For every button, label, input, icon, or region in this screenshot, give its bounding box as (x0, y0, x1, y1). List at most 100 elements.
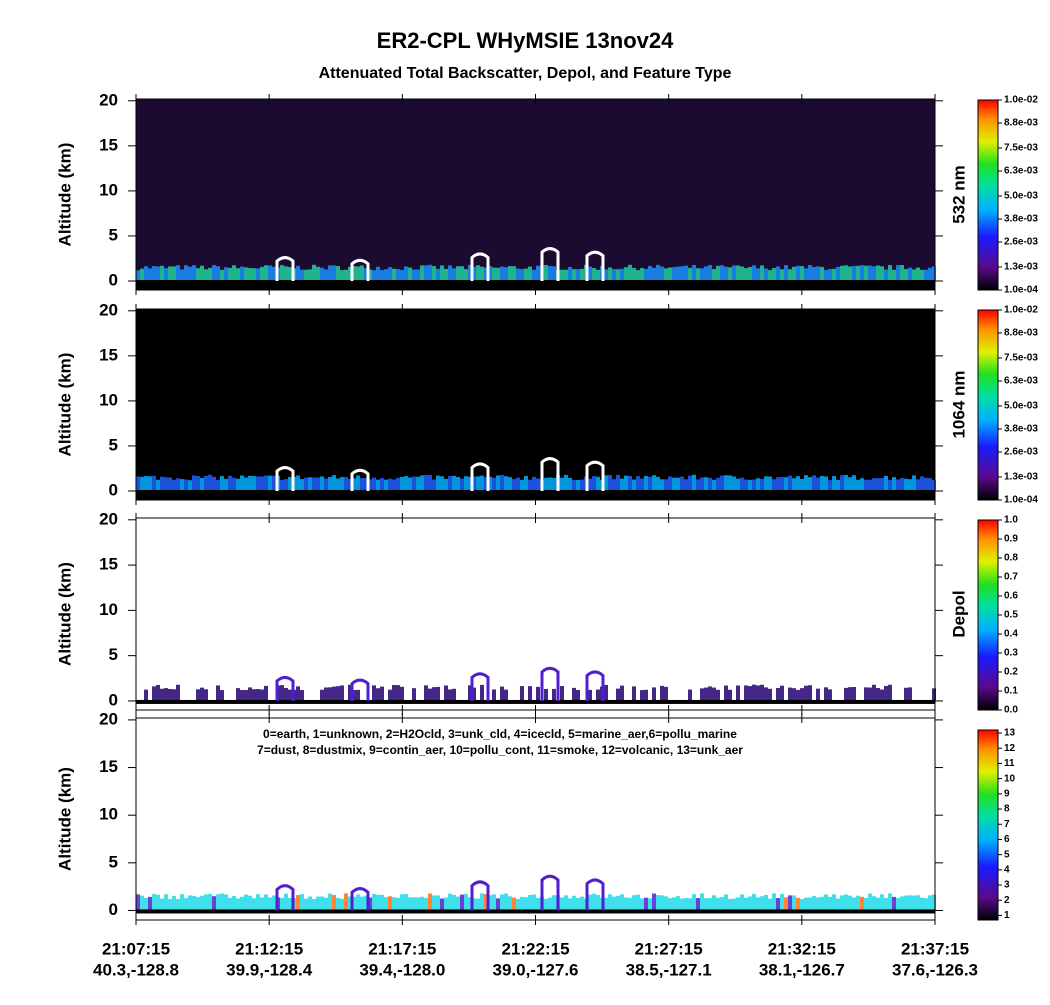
curtain-pixel (796, 265, 800, 281)
curtain-pixel (900, 896, 904, 911)
curtain-pixel (380, 686, 384, 701)
curtain-pixel (680, 898, 684, 911)
curtain-pixel (864, 479, 868, 491)
curtain-pixel (224, 478, 228, 491)
curtain-pixel (428, 264, 432, 281)
curtain-pixel (496, 898, 500, 911)
curtain-pixel (176, 684, 180, 701)
curtain-pixel (868, 479, 872, 491)
curtain-pixel (920, 897, 924, 911)
curtain-pixel (716, 689, 720, 701)
curtain-pixel (420, 265, 424, 281)
curtain-pixel (696, 268, 700, 281)
curtain-pixel (924, 689, 928, 701)
curtain-pixel (792, 266, 796, 281)
colorbar-tick-label: 0.7 (1004, 572, 1018, 583)
curtain-pixel (264, 894, 268, 911)
curtain-pixel (732, 476, 736, 491)
curtain-pixel (784, 684, 788, 701)
curtain-pixel (452, 894, 456, 911)
curtain-pixel (136, 686, 140, 701)
curtain-pixel (472, 687, 476, 701)
cloud (350, 887, 370, 911)
curtain-pixel (576, 269, 580, 281)
curtain-pixel (832, 687, 836, 701)
curtain-pixel (400, 894, 404, 911)
curtain-pixel (800, 266, 804, 281)
curtain-pixel (756, 478, 760, 491)
x-tick-label: 21:07:15 (102, 939, 170, 958)
curtain-pixel (516, 898, 520, 911)
curtain-pixel (568, 898, 572, 911)
colorbar-tick-label: 2 (1004, 895, 1010, 906)
curtain-pixel (284, 479, 288, 491)
curtain-pixel (260, 266, 264, 281)
curtain-pixel (424, 474, 428, 491)
curtain-pixel (904, 269, 908, 281)
curtain-pixel (876, 478, 880, 491)
curtain-pixel (768, 898, 772, 911)
curtain-pixel (748, 266, 752, 281)
curtain-pixel (140, 689, 144, 701)
curtain-pixel (820, 687, 824, 701)
curtain-pixel (816, 897, 820, 911)
colorbar-tick-label: 0.1 (1004, 686, 1018, 697)
curtain-pixel (700, 477, 704, 491)
curtain-pixel (180, 894, 184, 911)
curtain-pixel (824, 269, 828, 281)
y-tick-label: 15 (99, 135, 118, 154)
curtain-pixel (632, 895, 636, 911)
curtain-pixel (304, 686, 308, 701)
curtain-pixel (392, 479, 396, 491)
curtain-pixel (416, 476, 420, 491)
curtain-pixel (788, 475, 792, 491)
curtain-pixel (460, 478, 464, 491)
curtain-pixel (840, 895, 844, 911)
curtain-pixel (468, 264, 472, 281)
curtain-pixel (812, 266, 816, 281)
curtain-pixel (832, 268, 836, 281)
curtain-pixel (280, 479, 284, 491)
curtain-pixel (224, 894, 228, 911)
colorbar-tick-label: 8 (1004, 804, 1010, 815)
curtain-pixel (668, 267, 672, 281)
curtain-pixel (476, 476, 480, 491)
curtain-pixel (744, 479, 748, 491)
curtain-pixel (496, 267, 500, 281)
curtain-pixel (840, 475, 844, 491)
x-tick-sublabel: 39.4,-128.0 (359, 960, 445, 979)
curtain-pixel (340, 898, 344, 911)
cloud (540, 874, 560, 911)
curtain-pixel (396, 269, 400, 281)
curtain-pixel (532, 894, 536, 911)
curtain-pixel (880, 894, 884, 911)
curtain-pixel (820, 266, 824, 281)
curtain-pixel (916, 479, 920, 491)
curtain-pixel (696, 479, 700, 491)
y-tick-label: 20 (99, 509, 118, 528)
curtain-pixel (560, 477, 564, 491)
curtain-pixel (152, 475, 156, 491)
curtain-pixel (572, 895, 576, 911)
curtain-pixel (524, 268, 528, 281)
curtain-pixel (316, 266, 320, 281)
curtain-pixel (492, 689, 496, 701)
x-tick-sublabel: 38.5,-127.1 (626, 960, 712, 979)
curtain-pixel (896, 898, 900, 911)
curtain-pixel (416, 897, 420, 911)
curtain-pixel (396, 685, 400, 701)
y-tick-label: 0 (109, 480, 118, 499)
curtain-pixel (660, 685, 664, 701)
curtain-pixel (684, 265, 688, 281)
curtain-pixel (504, 893, 508, 911)
colorbar-tick-label: 9 (1004, 788, 1010, 799)
curtain-pixel (772, 479, 776, 491)
curtain-pixel (776, 898, 780, 911)
curtain-pixel (172, 895, 176, 911)
curtain-pixel (884, 269, 888, 281)
curtain-pixel (744, 268, 748, 281)
colorbar-tick-label: 6 (1004, 834, 1010, 845)
curtain-pixel (528, 686, 532, 701)
curtain-pixel (712, 895, 716, 911)
curtain-pixel (928, 267, 932, 281)
